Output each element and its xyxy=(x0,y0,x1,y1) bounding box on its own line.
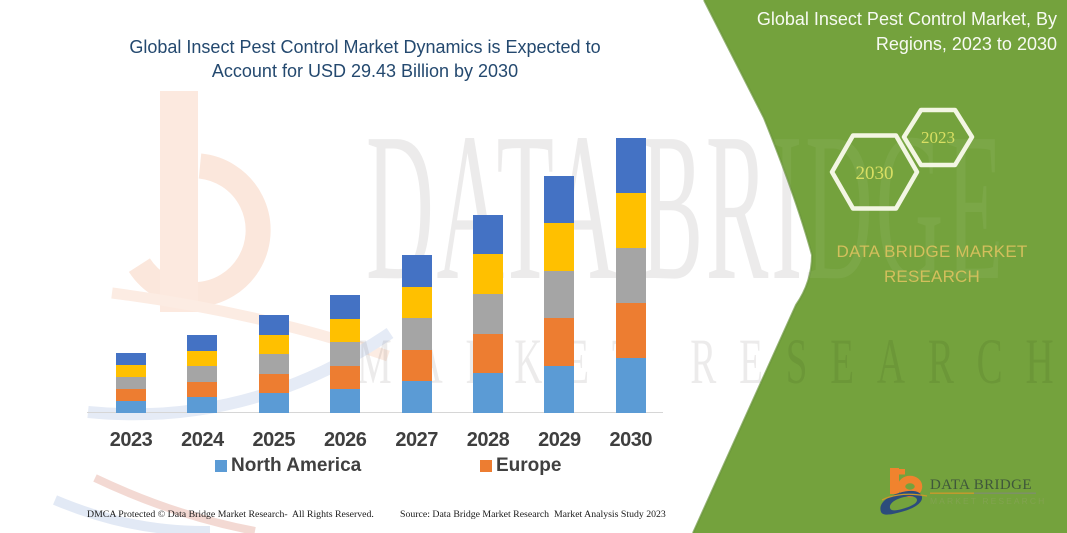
svg-text:DATA BRIDGE: DATA BRIDGE xyxy=(930,477,1032,493)
svg-text:2030: 2030 xyxy=(856,163,894,184)
svg-text:2023: 2023 xyxy=(921,128,955,147)
svg-text:MARKET RESEARCH: MARKET RESEARCH xyxy=(930,496,1046,506)
